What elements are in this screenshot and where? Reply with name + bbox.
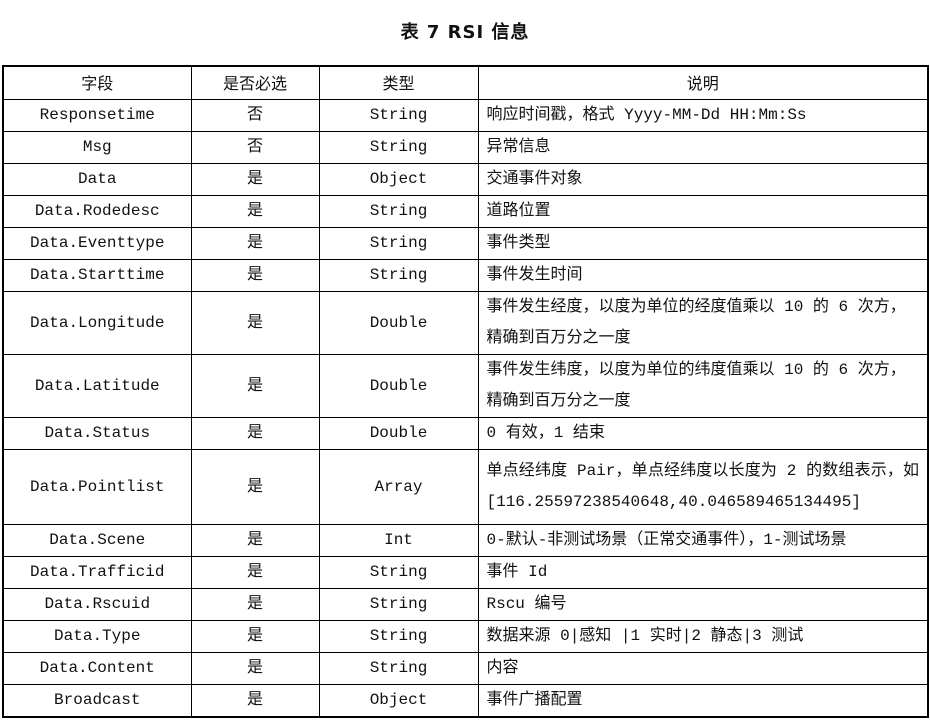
required-cell: 否 (190, 131, 320, 164)
table-row: Data.Latitude 是 Double 事件发生纬度，以度为单位的纬度值乘以 1… (2, 354, 929, 418)
field-cell: Data.Scene (2, 524, 192, 557)
required-cell: 是 (190, 227, 320, 260)
required-cell: 是 (190, 588, 320, 621)
description-cell: 道路位置 (477, 195, 929, 228)
description-cell: 事件广播配置 (477, 684, 929, 718)
required-cell: 是 (190, 195, 320, 228)
table-row: Data.Pointlist 是 Array 单点经纬度 Pair，单点经纬度以长度为… (2, 449, 929, 525)
type-cell: String (318, 652, 479, 685)
required-cell: 是 (190, 524, 320, 557)
field-cell: Broadcast (2, 684, 192, 718)
field-cell: Data.Latitude (2, 354, 192, 418)
description-cell: 响应时间戳，格式 Yyyy-MM-Dd HH:Mm:Ss (477, 99, 929, 132)
table-row: Data.Eventtype 是 String 事件类型 (2, 227, 929, 260)
rsi-info-table: 字段 是否必选 类型 说明 Responsetime 否 String 响应时间戳，格… (2, 65, 929, 718)
type-cell: String (318, 99, 479, 132)
table-row: Data.Content 是 String 内容 (2, 652, 929, 685)
description-cell: 异常信息 (477, 131, 929, 164)
required-cell: 是 (190, 417, 320, 450)
type-cell: Int (318, 524, 479, 557)
type-cell: String (318, 227, 479, 260)
type-cell: Object (318, 163, 479, 196)
description-cell: Rscu 编号 (477, 588, 929, 621)
required-cell: 是 (190, 620, 320, 653)
table-header-row: 字段 是否必选 类型 说明 (2, 65, 929, 100)
table-row: Data.Starttime 是 String 事件发生时间 (2, 259, 929, 292)
description-cell: 0 有效，1 结束 (477, 417, 929, 450)
required-cell: 是 (190, 556, 320, 589)
type-cell: String (318, 556, 479, 589)
description-cell: 单点经纬度 Pair，单点经纬度以长度为 2 的数组表示，如[116.25597… (477, 449, 929, 525)
field-cell: Data.Pointlist (2, 449, 192, 525)
required-cell: 是 (190, 449, 320, 525)
description-cell: 交通事件对象 (477, 163, 929, 196)
type-cell: String (318, 131, 479, 164)
table-row: Msg 否 String 异常信息 (2, 131, 929, 164)
field-cell: Data.Status (2, 417, 192, 450)
field-cell: Data.Eventtype (2, 227, 192, 260)
field-cell: Data.Type (2, 620, 192, 653)
description-cell: 0-默认-非测试场景（正常交通事件），1-测试场景 (477, 524, 929, 557)
required-cell: 是 (190, 259, 320, 292)
field-cell: Responsetime (2, 99, 192, 132)
field-cell: Data.Longitude (2, 291, 192, 355)
header-type: 类型 (318, 65, 479, 100)
type-cell: Double (318, 417, 479, 450)
description-cell: 事件发生时间 (477, 259, 929, 292)
type-cell: Double (318, 291, 479, 355)
type-cell: Double (318, 354, 479, 418)
field-cell: Msg (2, 131, 192, 164)
required-cell: 是 (190, 163, 320, 196)
field-cell: Data.Content (2, 652, 192, 685)
table-row: Responsetime 否 String 响应时间戳，格式 Yyyy-MM-Dd H… (2, 99, 929, 132)
type-cell: Array (318, 449, 479, 525)
header-required: 是否必选 (190, 65, 320, 100)
table-row: Data.Type 是 String 数据来源 0|感知 |1 实时|2 静态|3 测… (2, 620, 929, 653)
description-cell: 数据来源 0|感知 |1 实时|2 静态|3 测试 (477, 620, 929, 653)
required-cell: 是 (190, 652, 320, 685)
table-row: Data.Rodedesc 是 String 道路位置 (2, 195, 929, 228)
table-row: Data.Status 是 Double 0 有效，1 结束 (2, 417, 929, 450)
required-cell: 是 (190, 354, 320, 418)
table-row: Data.Longitude 是 Double 事件发生经度，以度为单位的经度值乘以 … (2, 291, 929, 355)
field-cell: Data.Rscuid (2, 588, 192, 621)
table-row: Data.Trafficid 是 String 事件 Id (2, 556, 929, 589)
type-cell: String (318, 620, 479, 653)
header-description: 说明 (477, 65, 929, 100)
table-row: Data.Rscuid 是 String Rscu 编号 (2, 588, 929, 621)
description-cell: 事件发生纬度，以度为单位的纬度值乘以 10 的 6 次方，精确到百万分之一度 (477, 354, 929, 418)
description-cell: 事件发生经度，以度为单位的经度值乘以 10 的 6 次方，精确到百万分之一度 (477, 291, 929, 355)
type-cell: String (318, 588, 479, 621)
field-cell: Data (2, 163, 192, 196)
type-cell: String (318, 259, 479, 292)
table-row: Data.Scene 是 Int 0-默认-非测试场景（正常交通事件），1-测试场景 (2, 524, 929, 557)
type-cell: String (318, 195, 479, 228)
header-field: 字段 (2, 65, 192, 100)
type-cell: Object (318, 684, 479, 718)
description-cell: 事件 Id (477, 556, 929, 589)
field-cell: Data.Starttime (2, 259, 192, 292)
table-row: Broadcast 是 Object 事件广播配置 (2, 684, 929, 718)
required-cell: 是 (190, 684, 320, 718)
field-cell: Data.Rodedesc (2, 195, 192, 228)
table-row: Data 是 Object 交通事件对象 (2, 163, 929, 196)
description-cell: 内容 (477, 652, 929, 685)
description-cell: 事件类型 (477, 227, 929, 260)
field-cell: Data.Trafficid (2, 556, 192, 589)
table-caption: 表 7 RSI 信息 (400, 22, 530, 43)
required-cell: 是 (190, 291, 320, 355)
required-cell: 否 (190, 99, 320, 132)
